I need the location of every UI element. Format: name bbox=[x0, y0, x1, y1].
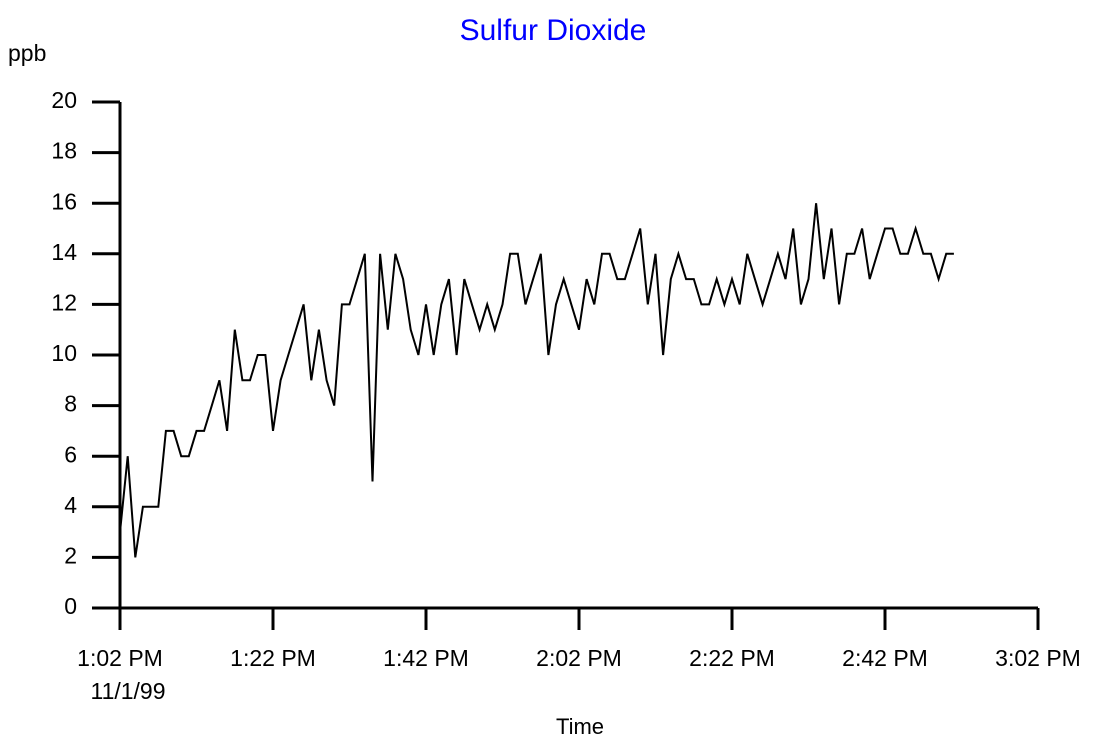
y-tick-label: 6 bbox=[64, 441, 77, 467]
x-tick-label: 1:42 PM bbox=[383, 645, 469, 671]
y-tick-label: 16 bbox=[51, 188, 77, 214]
y-tick-label: 12 bbox=[51, 289, 77, 315]
y-tick-label: 0 bbox=[64, 593, 77, 619]
y-tick-label: 8 bbox=[64, 391, 77, 417]
x-tick-label: 3:02 PM bbox=[995, 645, 1081, 671]
x-tick-label: 2:42 PM bbox=[842, 645, 928, 671]
y-tick-label: 2 bbox=[64, 542, 77, 568]
chart-title: Sulfur Dioxide bbox=[460, 14, 647, 47]
y-tick-label: 4 bbox=[64, 492, 77, 518]
x-tick-label: 2:22 PM bbox=[689, 645, 775, 671]
y-tick-label: 18 bbox=[51, 138, 77, 164]
y-tick-label: 20 bbox=[51, 87, 77, 113]
x-tick-label: 2:02 PM bbox=[536, 645, 622, 671]
x-tick-label: 1:02 PM bbox=[77, 645, 163, 671]
y-tick-label: 10 bbox=[51, 340, 77, 366]
data-line bbox=[119, 203, 954, 558]
date-label: 11/1/99 bbox=[90, 678, 165, 704]
y-tick-label: 14 bbox=[51, 239, 77, 265]
x-axis-label: Time bbox=[556, 714, 604, 739]
x-tick-label: 1:22 PM bbox=[230, 645, 316, 671]
y-axis-label: ppb bbox=[8, 40, 46, 66]
